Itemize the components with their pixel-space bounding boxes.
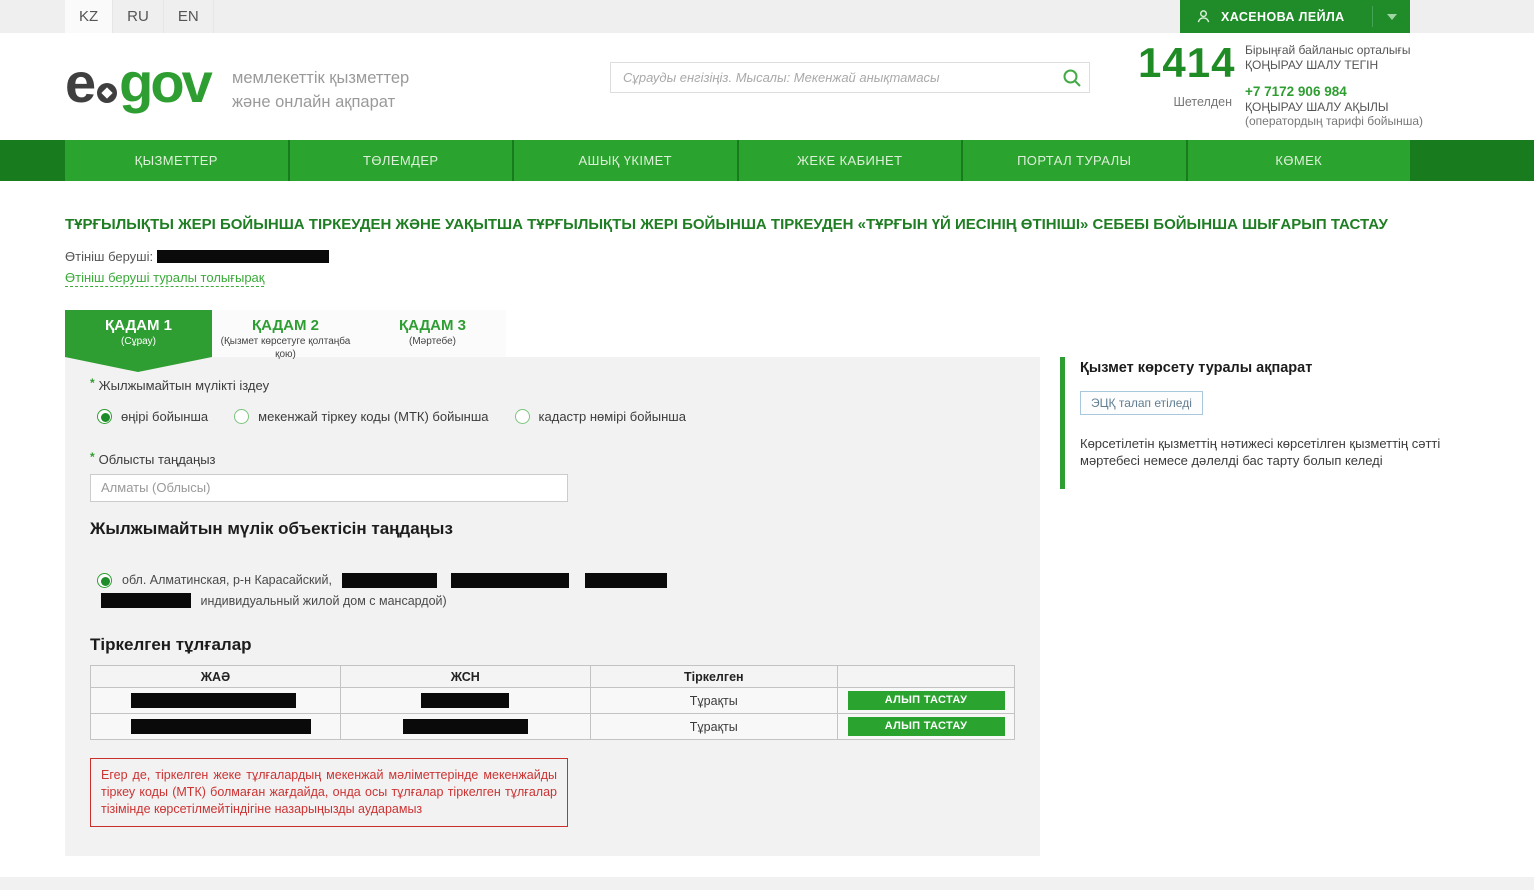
search-input[interactable] [611, 70, 1055, 85]
property-search-radio-group: өңірі бойынша мекенжай тіркеу коды (МТК)… [97, 409, 1015, 424]
col-header-iin: ЖСН [339, 665, 591, 688]
mtk-warning-box: Егер де, тіркелген жеке тұлғалардың меке… [90, 758, 568, 827]
col-header-action [837, 665, 1015, 688]
site-header: e gov мемлекеттік қызметтер және онлайн … [0, 33, 1534, 140]
user-menu-caret[interactable] [1372, 6, 1410, 27]
redacted-address-part [450, 573, 569, 588]
table-header-row: ЖАӘ ЖСН Тіркелген [90, 665, 1015, 688]
col-header-registered: Тіркелген [589, 665, 839, 688]
contact-paid-line: ҚОҢЫРАУ ШАЛУ АҚЫЛЫ [1245, 100, 1389, 114]
radio-selected-icon [97, 573, 112, 588]
registration-status: Тұрақты [589, 687, 839, 714]
registered-persons-heading: Тіркелген тұлғалар [90, 635, 252, 654]
main-content: ТҰРҒЫЛЫҚТЫ ЖЕРІ БОЙЫНША ТІРКЕУДЕН ЖӘНЕ У… [0, 215, 1534, 856]
nav-item-personal-cabinet[interactable]: ЖЕКЕ КАБИНЕТ [738, 140, 961, 181]
tab-step-1[interactable]: ҚАДАМ 1 (Сұрау) [65, 310, 212, 372]
radio-selected-icon [97, 409, 112, 424]
request-form-panel: * Жылжымайтын мүлікті іздеу өңірі бойынша… [65, 357, 1040, 856]
abroad-label: Шетелден [1173, 95, 1232, 109]
user-account-button[interactable]: ХАСЕНОВА ЛЕЙЛА [1180, 0, 1410, 33]
nav-item-help[interactable]: КӨМЕК [1187, 140, 1410, 181]
redacted-person-iin [402, 719, 528, 735]
remove-person-button[interactable]: АЛЫП ТАСТАУ [847, 691, 1005, 710]
nav-item-services[interactable]: ҚЫЗМЕТТЕР [65, 140, 288, 181]
tagline-line1: мемлекеттік қызметтер [232, 69, 410, 87]
nav-item-payments[interactable]: ТӨЛЕМДЕР [289, 140, 512, 181]
redacted-person-name [131, 693, 296, 709]
col-header-name: ЖАӘ [90, 665, 341, 688]
sidebar-heading: Қызмет көрсету туралы ақпарат [1080, 360, 1313, 376]
table-row: Тұрақты АЛЫП ТАСТАУ [90, 687, 1015, 714]
redacted-applicant-name [157, 250, 330, 263]
property-object-heading: Жылжымайтын мүлік объектісін таңдаңыз [90, 519, 453, 538]
radio-by-address-code[interactable]: мекенжай тіркеу коды (МТК) бойынша [234, 409, 489, 424]
tagline-line2: және онлайн ақпарат [232, 93, 396, 111]
property-search-label: * Жылжымайтын мүлікті іздеу [90, 376, 270, 393]
footer-strip [0, 877, 1534, 890]
required-asterisk: * [90, 450, 95, 464]
lang-ru[interactable]: RU [113, 0, 164, 33]
registration-status: Тұрақты [589, 713, 839, 740]
sidebar-description: Көрсетілетін қызметтің нәтижесі көрсетіл… [1080, 436, 1441, 468]
logo-e-text: e [65, 51, 96, 114]
registered-persons-table: ЖАӘ ЖСН Тіркелген Тұрақты АЛЫП ТАСТАУ [90, 665, 1015, 740]
address-prefix: обл. Алматинская, р-н Карасайский, [122, 573, 332, 587]
active-tab-arrow [65, 357, 212, 372]
radio-by-cadastre-number[interactable]: кадастр нөмірі бойынша [514, 409, 686, 424]
redacted-person-iin [421, 693, 510, 709]
page-title: ТҰРҒЫЛЫҚТЫ ЖЕРІ БОЙЫНША ТІРКЕУДЕН ЖӘНЕ У… [65, 216, 1388, 233]
property-object-option[interactable]: обл. Алматинская, р-н Карасайский, индив… [90, 571, 1015, 611]
contact-center-line: Бірыңғай байланыс орталығы [1245, 43, 1411, 57]
radio-unselected-icon [514, 409, 530, 424]
chevron-down-icon [1386, 13, 1397, 20]
remove-person-button[interactable]: АЛЫП ТАСТАУ [847, 717, 1005, 736]
tab-step-3[interactable]: ҚАДАМ 3 (Мәртебе) [359, 310, 506, 357]
nav-item-about-portal[interactable]: ПОРТАЛ ТУРАЛЫ [963, 140, 1186, 181]
search-icon[interactable] [1055, 67, 1089, 89]
user-name: ХАСЕНОВА ЛЕЙЛА [1221, 9, 1345, 24]
user-icon [1196, 9, 1211, 24]
address-suffix: индивидуальный жилой дом с мансардой) [200, 594, 447, 608]
short-number: 1414 [1138, 39, 1236, 86]
radio-by-region[interactable]: өңірі бойынша [97, 409, 208, 424]
egov-logo[interactable]: e gov [65, 51, 213, 114]
contact-tariff-line: (оператордың тарифі бойынша) [1245, 114, 1424, 128]
language-switcher: KZ RU EN [65, 0, 214, 33]
tab-step-3-subtitle: (Мәртебе) [409, 336, 456, 347]
tab-step-1-subtitle: (Сұрау) [121, 336, 156, 347]
contact-info: 1414 Шетелден Бірыңғай байланыс орталығы… [1138, 39, 1438, 129]
region-label: * Облысты таңдаңыз [90, 450, 216, 467]
applicant-label: Өтініш беруші: [65, 249, 154, 264]
logo-gov-text: gov [119, 51, 213, 114]
tab-step-1-title: ҚАДАМ 1 [104, 317, 173, 334]
redacted-address-part [584, 573, 667, 588]
redacted-address-part [101, 593, 191, 608]
top-bar: KZ RU EN ХАСЕНОВА ЛЕЙЛА [0, 0, 1534, 33]
required-asterisk: * [90, 376, 95, 390]
nav-item-open-government[interactable]: АШЫҚ ҮКІМЕТ [514, 140, 737, 181]
applicant-details-link[interactable]: Өтініш беруші туралы толығырақ [65, 270, 265, 287]
logo-dot-icon [97, 83, 118, 103]
redacted-address-part [341, 573, 437, 588]
tab-step-2[interactable]: ҚАДАМ 2 (Қызмет көрсетуге қолтаңба қою) [212, 310, 359, 360]
lang-en[interactable]: EN [164, 0, 214, 33]
service-info-sidebar: Қызмет көрсету туралы ақпарат ЭЦҚ талап … [1060, 357, 1460, 489]
main-navigation: ҚЫЗМЕТТЕР ТӨЛЕМДЕР АШЫҚ ҮКІМЕТ ЖЕКЕ КАБИ… [0, 140, 1534, 181]
site-tagline: мемлекеттік қызметтер және онлайн ақпара… [232, 66, 409, 114]
step-tabs: ҚАДАМ 1 (Сұрау) ҚАДАМ 2 (Қызмет көрсетуг… [65, 310, 506, 372]
tab-step-2-subtitle: (Қызмет көрсетуге қолтаңба қою) [220, 336, 351, 360]
region-select[interactable]: Алматы (Облысы) [90, 474, 568, 502]
tab-step-3-title: ҚАДАМ 3 [398, 317, 467, 334]
lang-kz[interactable]: KZ [65, 0, 114, 33]
abroad-phone: +7 7172 906 984 [1245, 84, 1347, 99]
contact-free-line: ҚОҢЫРАУ ШАЛУ ТЕГІН [1245, 58, 1379, 72]
redacted-person-name [131, 719, 311, 735]
radio-unselected-icon [234, 409, 250, 424]
tab-step-2-title: ҚАДАМ 2 [251, 317, 320, 334]
applicant-line: Өтініш беруші: [65, 249, 1534, 264]
eds-required-badge: ЭЦҚ талап етіледі [1080, 391, 1203, 415]
table-row: Тұрақты АЛЫП ТАСТАУ [90, 713, 1015, 740]
search-box [610, 62, 1090, 93]
